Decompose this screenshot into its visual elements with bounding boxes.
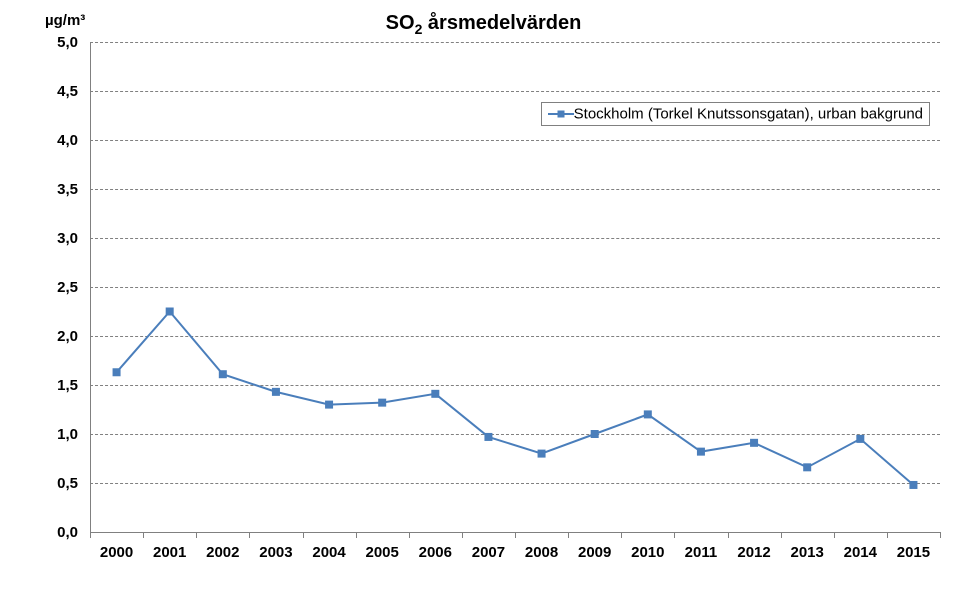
plot-area: Stockholm (Torkel Knutssonsgatan), urban… <box>90 42 940 532</box>
series-marker <box>432 390 439 397</box>
x-tick-mark <box>621 532 622 538</box>
series-marker <box>272 388 279 395</box>
series-marker <box>166 308 173 315</box>
x-tick-label: 2010 <box>631 544 664 561</box>
x-tick-label: 2005 <box>366 544 399 561</box>
x-tick-label: 2000 <box>100 544 133 561</box>
y-tick-label: 0,0 <box>0 524 78 541</box>
series-marker <box>113 369 120 376</box>
series-marker <box>857 435 864 442</box>
y-tick-label: 2,5 <box>0 279 78 296</box>
x-tick-mark <box>303 532 304 538</box>
legend-item: Stockholm (Torkel Knutssonsgatan), urban… <box>548 105 923 123</box>
x-tick-mark <box>728 532 729 538</box>
chart-title: SO2 årsmedelvärden <box>0 12 967 37</box>
x-tick-label: 2015 <box>897 544 930 561</box>
series-marker <box>485 433 492 440</box>
x-tick-label: 2004 <box>312 544 345 561</box>
x-tick-label: 2012 <box>737 544 770 561</box>
series-marker <box>326 401 333 408</box>
series-marker <box>697 448 704 455</box>
legend: Stockholm (Torkel Knutssonsgatan), urban… <box>541 102 930 126</box>
y-tick-label: 3,0 <box>0 230 78 247</box>
series-marker <box>644 411 651 418</box>
x-tick-label: 2007 <box>472 544 505 561</box>
x-tick-label: 2011 <box>685 544 718 561</box>
x-tick-label: 2014 <box>844 544 877 561</box>
legend-marker-sample <box>557 111 564 118</box>
x-tick-mark <box>781 532 782 538</box>
x-tick-mark <box>409 532 410 538</box>
y-axis-unit-label: µg/m³ <box>45 12 85 29</box>
y-tick-label: 4,5 <box>0 83 78 100</box>
series-marker <box>591 431 598 438</box>
series-marker <box>219 371 226 378</box>
y-tick-label: 0,5 <box>0 475 78 492</box>
x-tick-mark <box>887 532 888 538</box>
x-tick-mark <box>356 532 357 538</box>
y-tick-label: 1,0 <box>0 426 78 443</box>
x-tick-mark <box>143 532 144 538</box>
x-tick-mark <box>674 532 675 538</box>
x-tick-label: 2002 <box>206 544 239 561</box>
x-tick-label: 2003 <box>259 544 292 561</box>
series-marker <box>804 464 811 471</box>
legend-line-sample <box>548 113 574 115</box>
legend-label: Stockholm (Torkel Knutssonsgatan), urban… <box>574 106 923 123</box>
y-tick-label: 2,0 <box>0 328 78 345</box>
y-tick-label: 3,5 <box>0 181 78 198</box>
x-tick-mark <box>90 532 91 538</box>
x-tick-mark <box>940 532 941 538</box>
x-tick-mark <box>834 532 835 538</box>
y-tick-label: 5,0 <box>0 34 78 51</box>
x-tick-mark <box>196 532 197 538</box>
x-tick-mark <box>462 532 463 538</box>
series-marker <box>538 450 545 457</box>
y-tick-label: 4,0 <box>0 132 78 149</box>
series-marker <box>751 439 758 446</box>
chart-container: SO2 årsmedelvärden µg/m³ Stockholm (Tork… <box>0 0 967 590</box>
x-tick-mark <box>568 532 569 538</box>
x-tick-label: 2009 <box>578 544 611 561</box>
x-tick-label: 2001 <box>153 544 186 561</box>
x-tick-mark <box>249 532 250 538</box>
y-tick-label: 1,5 <box>0 377 78 394</box>
series-line <box>117 312 914 485</box>
x-tick-mark <box>515 532 516 538</box>
x-tick-label: 2006 <box>419 544 452 561</box>
x-tick-label: 2013 <box>791 544 824 561</box>
x-tick-label: 2008 <box>525 544 558 561</box>
series-marker <box>379 399 386 406</box>
series-marker <box>910 481 917 488</box>
